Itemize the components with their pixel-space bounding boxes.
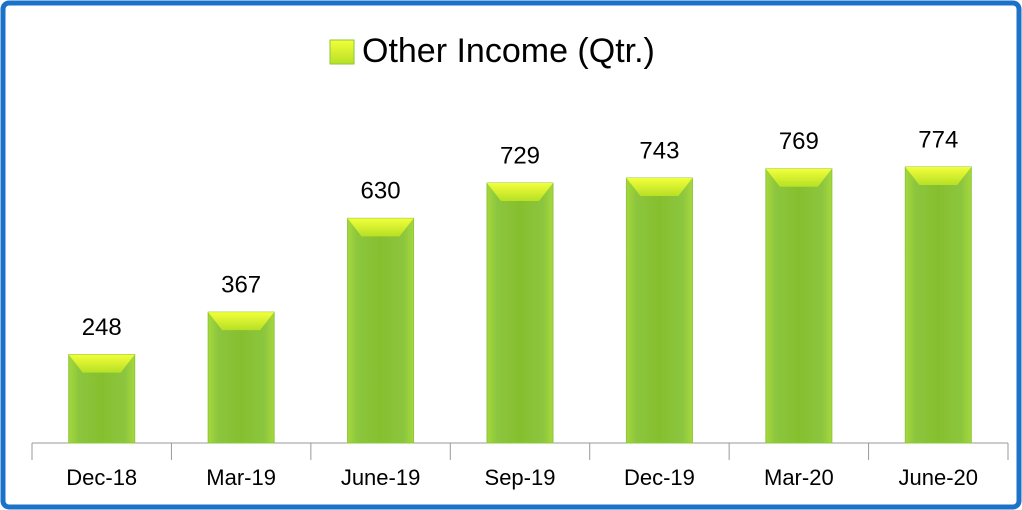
data-label: 774: [918, 126, 958, 153]
legend-label: Other Income (Qtr.): [362, 32, 655, 70]
bar: [486, 182, 554, 444]
x-tick-label: Mar-20: [764, 465, 834, 490]
bar: [207, 311, 275, 444]
x-tick-label: Dec-18: [66, 465, 137, 490]
data-label: 769: [779, 128, 819, 155]
data-label: 729: [500, 142, 540, 169]
bar: [765, 168, 833, 444]
x-tick-label: Mar-19: [206, 465, 276, 490]
data-label: 248: [82, 314, 122, 341]
bar: [904, 166, 972, 444]
x-tick-label: Sep-19: [485, 465, 556, 490]
bar: [625, 177, 693, 444]
bar: [68, 354, 136, 444]
legend-marker: [329, 39, 355, 65]
data-label: 743: [639, 137, 679, 164]
x-tick-label: Dec-19: [624, 465, 695, 490]
data-label: 367: [221, 271, 261, 298]
data-label: 630: [361, 178, 401, 205]
x-tick-label: June-20: [899, 465, 979, 490]
bar: [347, 217, 415, 444]
x-tick-label: June-19: [341, 465, 421, 490]
